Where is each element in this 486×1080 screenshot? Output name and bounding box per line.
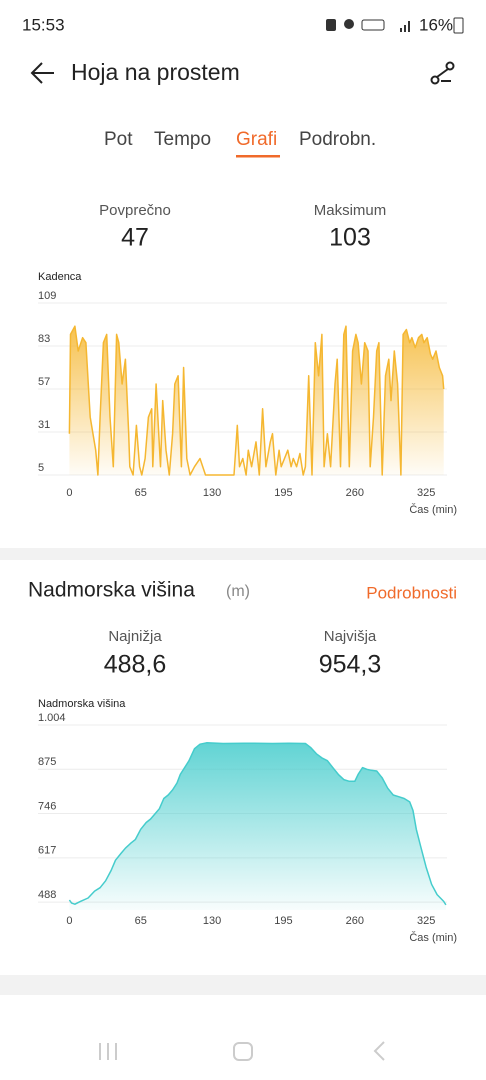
page-title: Hoja na prostem — [71, 59, 240, 85]
stat-value: 954,3 — [319, 651, 382, 679]
stat-label: Najvišja — [324, 628, 377, 645]
volte-icon — [361, 19, 385, 31]
y-tick-label: 5 — [38, 462, 44, 474]
recent-button[interactable] — [99, 1043, 117, 1060]
nav-back-button[interactable] — [373, 1041, 385, 1061]
tab[interactable]: Tempo — [154, 129, 211, 150]
status-battery: 16% — [419, 15, 453, 34]
battery-icon — [453, 17, 464, 34]
location-icon — [344, 19, 354, 29]
separator — [0, 975, 486, 995]
section-title: Nadmorska višina — [28, 579, 195, 602]
line — [68, 742, 447, 906]
stat-value: 488,6 — [104, 651, 167, 679]
chart: Nadmorska višina 488 617 746 875 1.004 0 65 130 1… — [38, 698, 457, 944]
axis-title: Nadmorska višina — [38, 698, 126, 710]
separator — [0, 548, 486, 560]
axis-title: Kadenca — [38, 271, 82, 283]
section-unit: (m) — [226, 583, 250, 600]
stat-label: Povprečno — [99, 202, 171, 219]
home-button[interactable] — [233, 1042, 253, 1061]
x-tick-label: 195 — [274, 487, 292, 499]
details-link[interactable]: Podrobnosti — [366, 583, 457, 602]
x-tick-label: 65 — [135, 915, 147, 927]
y-tick-label: 1.004 — [38, 712, 66, 724]
stat-value: 103 — [329, 224, 371, 252]
axis-title: Čas (min) — [409, 503, 457, 516]
x-tick-label: 195 — [274, 915, 292, 927]
tab[interactable]: Podrobn. — [299, 129, 376, 150]
mute-icon — [326, 19, 336, 31]
y-tick-label: 109 — [38, 290, 56, 302]
line — [68, 325, 445, 476]
chart: Kadenca 5 31 57 83 109 0 65 130 195 260 325 Čas (min… — [38, 271, 457, 516]
status-icons — [326, 17, 464, 34]
signal-bar — [408, 21, 410, 32]
x-tick-label: 260 — [346, 487, 364, 499]
stat-label: Maksimum — [314, 202, 387, 219]
y-tick-label: 875 — [38, 756, 56, 768]
stat-label: Najnižja — [108, 628, 162, 645]
stat-value: 47 — [121, 224, 149, 252]
back-button[interactable] — [30, 62, 54, 84]
tab-bar: Pot Tempo Grafi Podrobn. — [104, 129, 376, 158]
y-tick-label: 83 — [38, 333, 50, 345]
x-tick-label: 0 — [66, 487, 72, 499]
signal-bar — [400, 28, 402, 32]
y-tick-label: 488 — [38, 889, 56, 901]
x-tick-label: 325 — [417, 915, 435, 927]
x-tick-label: 260 — [346, 915, 364, 927]
tab[interactable]: Grafi — [236, 129, 277, 150]
area — [69, 742, 446, 910]
route-button[interactable] — [430, 61, 455, 85]
x-tick-label: 130 — [203, 487, 221, 499]
tab[interactable]: Pot — [104, 129, 133, 150]
y-tick-label: 57 — [38, 376, 50, 388]
nav-bar — [99, 1041, 385, 1061]
y-tick-label: 746 — [38, 800, 56, 812]
x-tick-label: 325 — [417, 487, 435, 499]
axis-title: Čas (min) — [409, 931, 457, 944]
x-tick-label: 0 — [66, 915, 72, 927]
x-tick-label: 65 — [135, 487, 147, 499]
y-tick-label: 617 — [38, 845, 56, 857]
y-tick-label: 31 — [38, 419, 50, 431]
x-tick-label: 130 — [203, 915, 221, 927]
status-time: 15:53 — [22, 15, 65, 34]
tab-indicator — [236, 155, 280, 158]
signal-bar — [404, 25, 406, 32]
